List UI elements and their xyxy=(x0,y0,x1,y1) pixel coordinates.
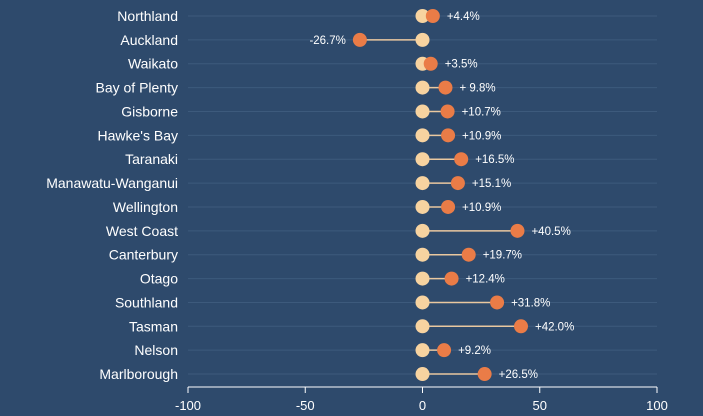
baseline-dot xyxy=(415,9,430,23)
change-dot xyxy=(454,152,469,167)
x-tick-label: -100 xyxy=(175,398,201,413)
value-label: +26.5% xyxy=(499,369,538,381)
x-tick-label: 0 xyxy=(419,398,426,413)
change-dot xyxy=(438,80,453,95)
change-dot xyxy=(461,247,476,262)
change-dot xyxy=(513,319,528,334)
baseline-dot xyxy=(415,32,430,47)
region-label: Auckland xyxy=(120,32,178,48)
region-label: Otago xyxy=(140,271,178,287)
baseline-dot xyxy=(415,271,430,286)
baseline-dot xyxy=(415,295,430,310)
change-dot xyxy=(441,199,456,214)
region-label: West Coast xyxy=(106,223,178,239)
baseline-dot xyxy=(415,104,430,119)
region-label: Wellington xyxy=(113,199,178,215)
change-dot xyxy=(490,295,505,310)
region-label: Canterbury xyxy=(109,247,178,263)
region-label: Nelson xyxy=(134,342,178,358)
value-label: +31.8% xyxy=(511,297,550,309)
baseline-dot xyxy=(415,319,430,334)
value-label: +12.4% xyxy=(466,274,505,286)
region-label: Taranaki xyxy=(125,151,178,167)
value-label: +3.5% xyxy=(445,59,478,71)
value-label: +42.0% xyxy=(535,321,574,333)
x-tick-label: 50 xyxy=(533,398,547,413)
change-dot xyxy=(425,9,440,23)
baseline-dot xyxy=(415,128,430,143)
region-label: Waikato xyxy=(128,56,178,72)
change-dot xyxy=(423,56,438,71)
value-label: +16.5% xyxy=(475,154,514,166)
region-label: Northland xyxy=(117,8,178,24)
labels: Northland +4.4% Auckland -26.7% Waikato +3.5%… xyxy=(46,8,574,382)
value-label: +9.2% xyxy=(458,345,491,357)
baseline-dot xyxy=(415,152,430,167)
x-axis: -100 -50 0 50 100 xyxy=(175,386,668,413)
baseline-dot xyxy=(415,199,430,214)
baseline-dot xyxy=(415,80,430,95)
baseline-dot xyxy=(415,247,430,262)
region-label: Gisborne xyxy=(121,103,178,119)
value-label: +15.1% xyxy=(472,178,511,190)
region-label: Marlborough xyxy=(99,366,178,382)
change-dot xyxy=(444,271,459,286)
value-label: +10.9% xyxy=(462,130,501,142)
baseline-dot xyxy=(415,223,430,238)
change-dot xyxy=(437,343,452,358)
value-label: +40.5% xyxy=(531,226,570,238)
change-dot xyxy=(352,32,367,47)
value-label: +10.9% xyxy=(462,202,501,214)
baseline-dot xyxy=(415,343,430,358)
region-label: Tasman xyxy=(129,318,178,334)
value-label: +19.7% xyxy=(483,250,522,262)
change-dot xyxy=(450,176,465,191)
region-label: Southland xyxy=(115,294,178,310)
region-label: Manawatu-Wanganui xyxy=(46,175,178,191)
change-dot xyxy=(510,223,525,238)
region-label: Bay of Plenty xyxy=(96,80,179,96)
baseline-dot xyxy=(415,176,430,191)
region-label: Hawke's Bay xyxy=(98,127,178,143)
value-label: +4.4% xyxy=(447,11,480,23)
value-label: -26.7% xyxy=(309,35,345,47)
value-label: +10.7% xyxy=(462,106,501,118)
value-label: + 9.8% xyxy=(459,83,495,95)
change-dot xyxy=(440,104,455,119)
dots xyxy=(352,9,528,382)
baseline-dot xyxy=(415,367,430,382)
x-tick-label: -50 xyxy=(296,398,315,413)
connectors xyxy=(359,15,521,375)
change-dot xyxy=(441,128,456,143)
x-tick-label: 100 xyxy=(646,398,668,413)
change-dot xyxy=(477,367,492,382)
